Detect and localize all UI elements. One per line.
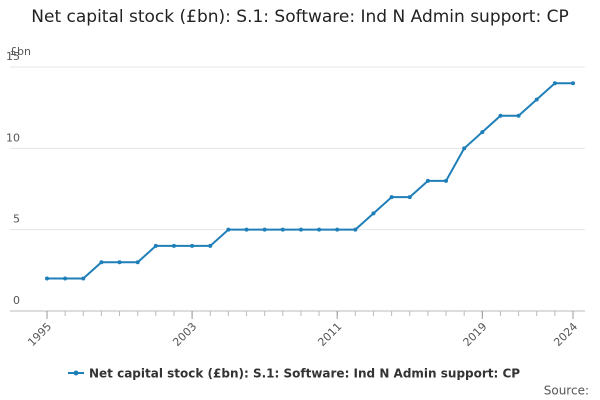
point bbox=[407, 195, 412, 200]
x-tick-label: 1995 bbox=[25, 320, 54, 349]
chart-title: Net capital stock (£bn): S.1: Software: … bbox=[31, 7, 569, 27]
x-tick-label: 2024 bbox=[551, 320, 580, 349]
y-tick-label: 5 bbox=[13, 213, 20, 226]
point bbox=[226, 227, 231, 232]
point bbox=[135, 260, 140, 265]
point bbox=[462, 146, 467, 151]
y-tick-label: 0 bbox=[13, 294, 20, 307]
point bbox=[552, 81, 557, 86]
point bbox=[480, 130, 485, 135]
point bbox=[534, 97, 539, 102]
point bbox=[298, 227, 303, 232]
point bbox=[262, 227, 267, 232]
y-tick-label: 15 bbox=[6, 50, 20, 63]
point bbox=[444, 178, 449, 183]
line bbox=[47, 82, 573, 280]
legend-marker bbox=[73, 370, 79, 376]
point bbox=[516, 113, 521, 118]
point bbox=[425, 178, 430, 183]
point bbox=[353, 227, 358, 232]
point bbox=[208, 243, 213, 248]
point bbox=[280, 227, 285, 232]
source-label: Source: bbox=[544, 384, 589, 398]
x-tick-label: 2011 bbox=[315, 320, 344, 349]
point bbox=[498, 113, 503, 118]
x-tick-label: 2019 bbox=[461, 320, 490, 349]
point bbox=[153, 243, 158, 248]
y-axis-label: £bn bbox=[10, 45, 31, 58]
point bbox=[81, 276, 86, 281]
point bbox=[190, 243, 195, 248]
legend-label: Net capital stock (£bn): S.1: Software: … bbox=[89, 367, 520, 381]
point bbox=[571, 81, 575, 86]
point bbox=[171, 243, 176, 248]
point bbox=[45, 276, 49, 281]
point bbox=[317, 227, 322, 232]
point bbox=[244, 227, 249, 232]
y-tick-label: 10 bbox=[6, 131, 20, 144]
point bbox=[371, 211, 376, 216]
point bbox=[99, 260, 104, 265]
point bbox=[389, 195, 394, 200]
point bbox=[117, 260, 122, 265]
point bbox=[63, 276, 68, 281]
x-tick-label: 2003 bbox=[170, 320, 199, 349]
point bbox=[335, 227, 340, 232]
